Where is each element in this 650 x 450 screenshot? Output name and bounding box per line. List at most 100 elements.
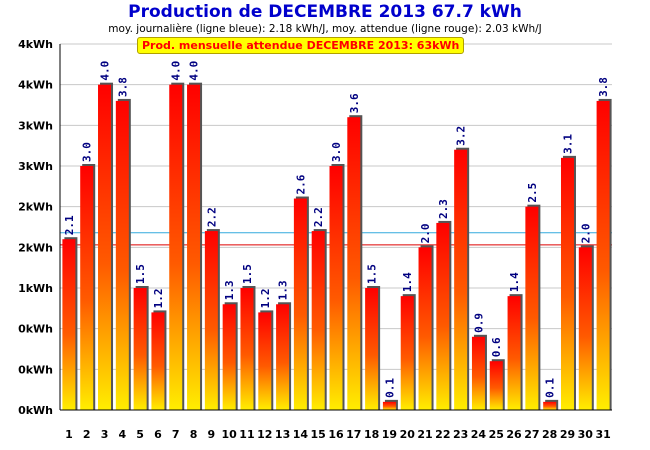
bar-value-label: 1.5 [134,264,147,284]
bar-value-label: 2.0 [419,223,432,243]
x-tick-label: 8 [190,428,198,441]
bar-value-label: 3.2 [455,126,468,146]
bar-value-label: 0.1 [544,378,557,398]
bar [418,247,432,410]
bar [80,166,94,410]
bar [187,84,201,411]
y-tick-label: 3kWh [18,160,53,173]
bar [204,231,218,410]
x-tick-label: 18 [364,428,379,441]
chart-title: Production de DECEMBRE 2013 67.7 kWh [128,2,522,22]
x-tick-label: 17 [346,428,361,441]
bar [596,100,610,410]
x-tick-label: 24 [471,428,487,441]
bar-value-label: 3.0 [81,142,94,162]
bar [98,84,112,411]
labels: 0kWh 0kWh 0kWh 1kWh 2kWh 2kWh 3kWh 3kWh 4kWh 4kWh… [18,38,611,441]
x-tick-label: 20 [400,428,416,441]
bar [240,288,254,410]
bar [436,222,450,410]
bar [560,157,574,410]
x-tick-label: 4 [118,428,126,441]
x-tick-label: 30 [578,428,594,441]
bar-value-label: 2.5 [526,183,539,203]
bar-value-label: 2.1 [63,215,76,235]
bar-value-label: 2.2 [205,207,218,227]
y-tick-label: 0kWh [18,404,53,417]
bar [543,401,557,410]
x-tick-label: 7 [172,428,180,441]
y-tick-label: 3kWh [18,119,53,132]
x-tick-label: 13 [275,428,290,441]
bar [347,117,361,410]
x-tick-label: 5 [136,428,144,441]
x-tick-label: 26 [506,428,522,441]
bar [311,231,325,410]
x-tick-label: 11 [239,428,254,441]
bar-value-label: 3.6 [348,93,361,113]
bar [382,401,396,410]
bar-value-label: 3.8 [597,77,610,97]
bar-value-label: 1.2 [152,289,165,309]
bar [151,312,165,410]
bar [489,361,503,410]
axes [59,44,612,411]
x-tick-label: 3 [101,428,109,441]
y-tick-label: 4kWh [18,38,53,51]
y-tick-label: 0kWh [18,363,53,376]
bar-value-label: 1.3 [223,280,236,300]
expected-production-badge: Prod. mensuelle attendue DECEMBRE 2013: … [137,37,465,54]
x-tick-label: 9 [208,428,216,441]
chart-subtitle: moy. journalière (ligne bleue): 2.18 kWh… [108,23,542,35]
x-tick-label: 31 [595,428,610,441]
bar [329,166,343,410]
bar-value-label: 3.8 [116,77,129,97]
bar [525,206,539,410]
y-tick-label: 2kWh [18,241,53,254]
bar-value-label: 1.4 [508,272,521,292]
bar [507,296,521,410]
x-tick-label: 28 [542,428,557,441]
bar [258,312,272,410]
y-tick-label: 0kWh [18,323,53,336]
bar-value-label: 2.6 [294,174,307,194]
bar [400,296,414,410]
x-tick-label: 12 [257,428,272,441]
bar [578,247,592,410]
bars [62,82,612,411]
bar [169,84,183,411]
x-tick-label: 23 [453,428,468,441]
bar [222,304,236,410]
x-tick-label: 14 [293,428,309,441]
x-tick-label: 2 [83,428,91,441]
x-tick-label: 16 [328,428,344,441]
x-tick-label: 21 [417,428,432,441]
bar [454,149,468,410]
bar-value-label: 2.3 [437,199,450,219]
bar-value-label: 0.6 [490,337,503,357]
bar [471,336,485,410]
bar-value-label: 3.1 [561,134,574,154]
bar [62,239,76,410]
bar-value-label: 3.0 [330,142,343,162]
bar-value-label: 4.0 [170,61,183,81]
bar-value-label: 2.2 [312,207,325,227]
x-tick-label: 1 [65,428,73,441]
bar-value-label: 2.0 [579,223,592,243]
bar-value-label: 0.9 [472,313,485,333]
x-tick-label: 22 [435,428,450,441]
x-tick-label: 19 [382,428,397,441]
bar-value-label: 0.1 [383,378,396,398]
x-tick-label: 10 [222,428,238,441]
x-tick-label: 25 [489,428,504,441]
x-tick-label: 6 [154,428,162,441]
x-tick-label: 27 [524,428,539,441]
y-tick-label: 1kWh [18,282,53,295]
bar-value-label: 1.2 [259,289,272,309]
y-tick-label: 4kWh [18,79,53,92]
bar [276,304,290,410]
bar [293,198,307,410]
bar-value-label: 1.5 [366,264,379,284]
bar-value-label: 1.3 [277,280,290,300]
